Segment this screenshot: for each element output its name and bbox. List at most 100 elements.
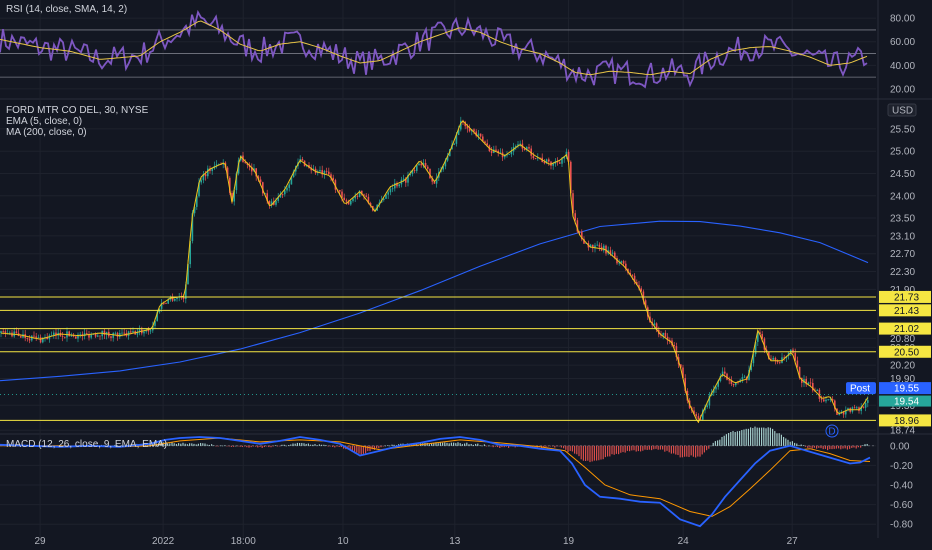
macd-histogram-bar (323, 444, 325, 446)
candle-body (0, 331, 2, 334)
macd-tick-label: -0.20 (890, 461, 913, 472)
candle-body (532, 155, 535, 159)
macd-histogram-bar (389, 445, 391, 447)
candle-body (572, 193, 574, 214)
candle-body (112, 333, 114, 338)
macd-histogram-bar (708, 445, 710, 449)
price-pane[interactable]: Post D (0, 116, 876, 438)
macd-histogram-bar (666, 445, 668, 451)
macd-histogram-bar (794, 442, 796, 446)
macd-histogram-bar (365, 445, 367, 454)
candle-body (345, 200, 348, 202)
candle-body (288, 184, 290, 188)
candle-body (39, 337, 42, 343)
macd-tick-label: -0.40 (890, 481, 913, 492)
macd-histogram-bar (677, 445, 679, 456)
candle-body (196, 196, 198, 207)
candle-body (574, 213, 576, 221)
candle-body (482, 136, 484, 142)
macd-histogram-bar (835, 445, 837, 449)
macd-histogram-bar (175, 444, 177, 446)
candle-body (48, 335, 51, 340)
candle-body (816, 389, 818, 391)
candle-body (570, 161, 572, 194)
macd-histogram-bar (648, 445, 650, 450)
macd-pane[interactable] (0, 426, 876, 528)
candle-body (389, 189, 392, 193)
macd-histogram-bar (373, 445, 375, 450)
candle-body (528, 147, 530, 149)
candle-body (123, 332, 125, 334)
rsi-pane[interactable] (0, 9, 876, 89)
rsi-tick-label: 40.00 (890, 61, 915, 72)
candle-body (490, 151, 493, 153)
macd-title: MACD (12, 26, close, 9, EMA, EMA) (6, 439, 167, 450)
candle-body (391, 188, 394, 190)
candle-body (519, 143, 521, 145)
macd-histogram-bar (807, 445, 809, 448)
post-market-tag (846, 382, 876, 395)
time-tick-label: 19 (563, 536, 575, 547)
macd-histogram-bar (567, 445, 569, 453)
candle-body (611, 252, 614, 254)
candle-body (61, 336, 64, 337)
candle-body (301, 158, 304, 161)
macd-histogram-bar (697, 445, 699, 457)
candle-body (444, 160, 447, 167)
candle-body (752, 354, 755, 364)
macd-histogram-bar (778, 433, 780, 446)
macd-histogram-bar (822, 445, 824, 450)
candle-body (829, 399, 832, 400)
macd-histogram-bar (334, 445, 336, 448)
candle-body (757, 332, 759, 342)
macd-histogram-bar (824, 445, 826, 449)
macd-signal-line (0, 437, 871, 517)
macd-histogram-bar (642, 445, 644, 451)
candle-body (776, 360, 779, 363)
macd-histogram-bar (237, 445, 239, 447)
level-price-tag (879, 345, 931, 358)
candle-body (721, 371, 724, 377)
candle-body (165, 303, 167, 305)
candle-body (407, 174, 409, 183)
candle-body (484, 141, 486, 144)
macd-histogram-bar (736, 431, 738, 446)
macd-histogram-bar (391, 444, 393, 446)
time-axis[interactable]: 29 2022 18:00 10 13 19 24 27 (35, 536, 799, 547)
candle-body (708, 395, 711, 406)
macd-histogram-bar (338, 445, 340, 447)
macd-histogram-bar (475, 443, 477, 446)
macd-histogram-bar (662, 445, 664, 450)
macd-histogram-bar (508, 445, 510, 448)
macd-histogram-bar (712, 442, 714, 446)
macd-histogram-bar (556, 445, 558, 447)
macd-histogram-bar (290, 444, 292, 446)
macd-histogram-bar (655, 445, 657, 449)
candle-body (202, 174, 205, 181)
level-price-label: 21.73 (894, 292, 919, 303)
macd-histogram-bar (501, 445, 503, 448)
candle-body (35, 336, 37, 338)
price-axis[interactable]: 80.00 60.00 40.00 20.00 USD 25.50 25.00 24.50 24… (879, 14, 931, 531)
candle-body (259, 179, 262, 183)
macd-histogram-bar (369, 445, 371, 452)
macd-histogram-bar (730, 431, 732, 446)
macd-histogram-bar (178, 443, 180, 446)
macd-histogram-bar (571, 445, 573, 452)
candle-body (798, 367, 801, 378)
macd-histogram-bar (532, 445, 534, 448)
candle-body (792, 349, 794, 353)
macd-histogram-bar (164, 442, 166, 446)
macd-histogram-bar (222, 445, 224, 447)
candle-body (741, 377, 744, 380)
candle-body (86, 333, 88, 335)
candle-body (94, 333, 97, 337)
candle-body (666, 336, 669, 341)
candle-body (46, 337, 48, 340)
currency-label: USD (892, 106, 913, 117)
price-tick-label: 24.00 (890, 191, 915, 202)
candle-body (226, 167, 229, 178)
candle-body (193, 206, 196, 214)
macd-histogram-bar (360, 445, 362, 455)
